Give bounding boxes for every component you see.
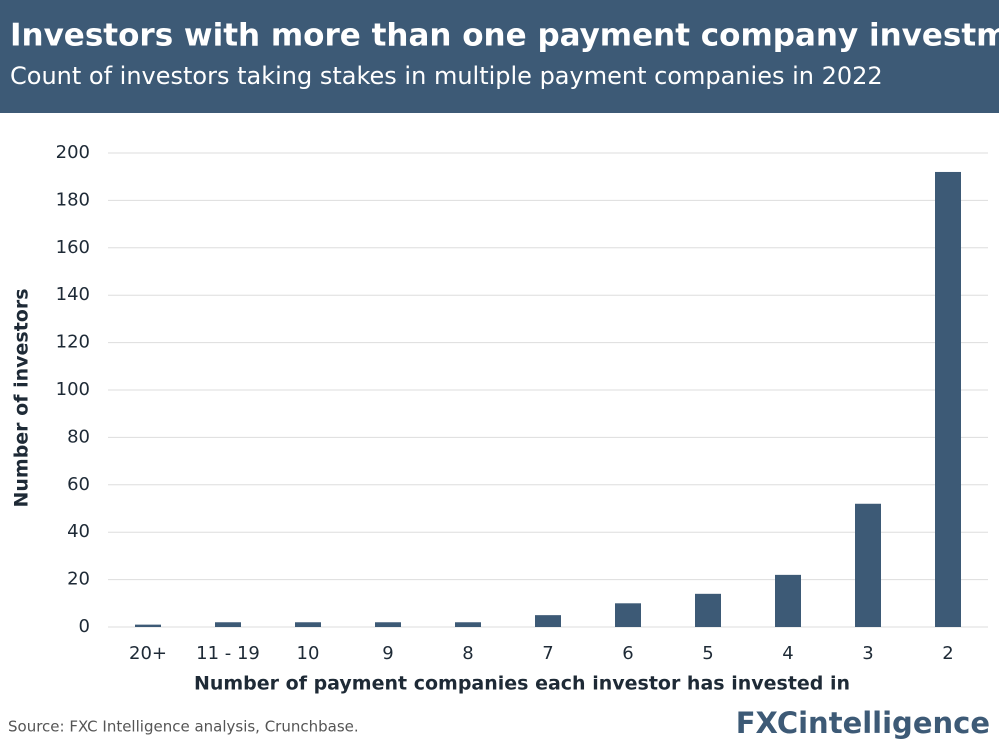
x-tick-label: 5 <box>702 643 713 664</box>
bar <box>295 622 321 627</box>
x-tick-label: 10 <box>297 643 320 664</box>
x-tick-label: 20+ <box>129 643 167 664</box>
y-tick-label: 120 <box>56 332 90 353</box>
y-axis-title: Number of investors <box>11 288 33 507</box>
bar <box>695 593 721 627</box>
bar <box>135 624 161 627</box>
y-tick-label: 20 <box>67 569 90 590</box>
bar <box>935 171 961 627</box>
bar <box>615 603 641 627</box>
source-note: Source: FXC Intelligence analysis, Crunc… <box>8 718 359 736</box>
bar <box>375 622 401 627</box>
x-tick-label: 7 <box>542 643 553 664</box>
y-tick-label: 40 <box>67 521 90 542</box>
x-tick-label: 9 <box>382 643 393 664</box>
chart-subtitle: Count of investors taking stakes in mult… <box>10 62 883 90</box>
bar <box>455 622 481 627</box>
y-tick-label: 100 <box>56 379 90 400</box>
bar <box>215 622 241 627</box>
chart-title: Investors with more than one payment com… <box>10 18 999 54</box>
x-tick-label: 2 <box>942 643 953 664</box>
x-tick-label: 11 - 19 <box>196 643 260 664</box>
x-tick-label: 4 <box>782 643 793 664</box>
y-tick-label: 0 <box>79 616 90 637</box>
y-tick-label: 200 <box>56 142 90 163</box>
logo: FXCintelligence <box>736 706 990 740</box>
x-axis-title: Number of payment companies each investo… <box>194 673 850 695</box>
y-tick-label: 60 <box>67 474 90 495</box>
x-tick-label: 8 <box>462 643 473 664</box>
bar <box>855 503 881 627</box>
header-band <box>0 0 999 113</box>
y-tick-label: 160 <box>56 237 90 258</box>
y-tick-label: 80 <box>67 426 90 447</box>
bar <box>775 574 801 627</box>
x-tick-label: 3 <box>862 643 873 664</box>
y-tick-label: 180 <box>56 189 90 210</box>
y-tick-label: 140 <box>56 284 90 305</box>
bar <box>535 615 561 627</box>
x-tick-label: 6 <box>622 643 633 664</box>
